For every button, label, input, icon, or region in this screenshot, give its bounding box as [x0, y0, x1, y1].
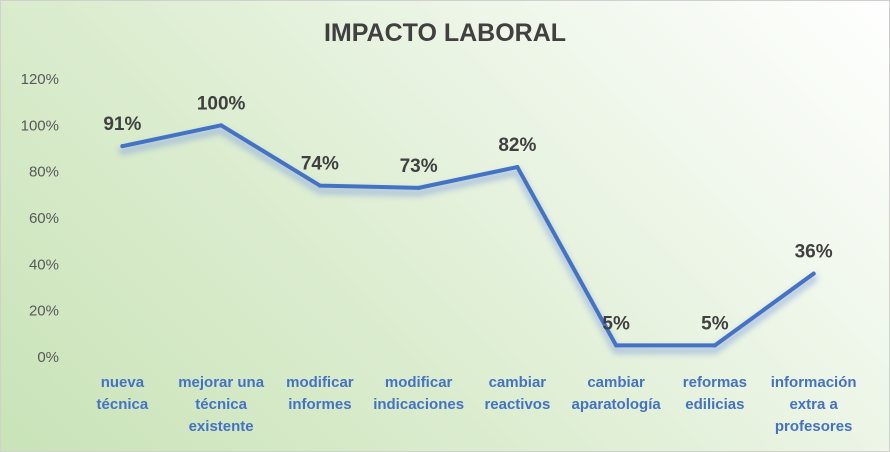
data-point [811, 271, 816, 276]
data-point [120, 144, 125, 149]
data-label: 91% [103, 114, 141, 135]
series-line [120, 123, 816, 348]
y-tick-label: 60% [29, 210, 59, 227]
series-line-glow [118, 126, 818, 355]
x-category-label: información extra a profesores [771, 374, 857, 435]
series-layer [118, 123, 818, 355]
data-point [219, 123, 224, 128]
data-label: 100% [197, 93, 246, 114]
x-category-label: cambiar aparatología [572, 374, 662, 413]
data-label: 5% [602, 313, 630, 334]
data-point [614, 343, 619, 348]
x-category-label: modificar informes [286, 374, 354, 413]
x-category-label: modificar indicaciones [373, 374, 464, 413]
data-point [712, 343, 717, 348]
data-label: 74% [301, 154, 339, 175]
y-tick-label: 80% [29, 164, 59, 181]
chart-title: IMPACTO LABORAL [323, 19, 567, 47]
x-category-label: mejorar una técnica existente [178, 374, 265, 435]
data-label: 73% [400, 156, 438, 177]
x-axis: nueva técnica mejorar una técnica existente m… [97, 374, 857, 435]
data-point [317, 183, 322, 188]
data-labels: 91% 100% 74% 73% 82% 5% 5% 36% [103, 93, 832, 334]
y-tick-label: 100% [21, 117, 59, 134]
x-category-label: nueva técnica [97, 374, 149, 413]
y-tick-label: 0% [37, 349, 59, 366]
data-label: 82% [498, 135, 536, 156]
data-label: 36% [795, 242, 833, 263]
x-category-label: reformas edilicias [683, 374, 747, 413]
data-point [515, 165, 520, 170]
data-label: 5% [701, 313, 729, 334]
data-point [416, 185, 421, 190]
y-tick-label: 40% [29, 256, 59, 273]
x-category-label: cambiar reactivos [484, 374, 550, 413]
y-tick-label: 20% [29, 303, 59, 320]
y-tick-label: 120% [21, 71, 59, 88]
y-axis: 0% 20% 40% 60% 80% 100% 120% [21, 71, 59, 366]
